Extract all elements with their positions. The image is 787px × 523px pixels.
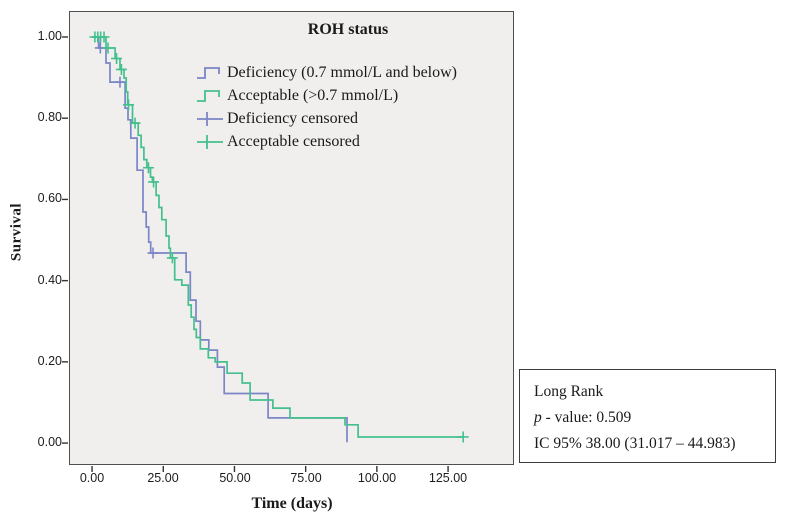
stats-p-value: p - value: 0.509 bbox=[534, 405, 775, 431]
y-tick-label: 0.80 bbox=[37, 110, 62, 124]
y-axis-label: Survival bbox=[8, 202, 25, 262]
x-tick-label: 100.00 bbox=[357, 471, 397, 485]
y-tick-label: 1.00 bbox=[37, 29, 62, 43]
y-tick-label: 0.60 bbox=[37, 191, 62, 205]
legend-item-acceptable-censored: Acceptable censored bbox=[196, 132, 360, 151]
stats-confidence-interval: IC 95% 38.00 (31.017 – 44.983) bbox=[534, 435, 736, 452]
step-line-acceptable-icon bbox=[197, 89, 220, 102]
stats-test-name: Long Rank bbox=[534, 383, 604, 400]
censor-plus-glyph bbox=[197, 111, 223, 126]
step-line-glyph bbox=[197, 89, 220, 102]
legend-title: ROH status bbox=[307, 21, 389, 38]
legend-item-label: Acceptable censored bbox=[227, 132, 360, 150]
stats-box: Long Rank p - value: 0.509 IC 95% 38.00 … bbox=[519, 369, 776, 463]
step-line-deficiency-icon bbox=[197, 66, 220, 79]
p-symbol: p bbox=[534, 409, 542, 426]
p-value-text: - value: 0.509 bbox=[541, 409, 632, 426]
x-axis-label: Time (days) bbox=[251, 495, 333, 512]
legend-item-acceptable: Acceptable (>0.7 mmol/L) bbox=[196, 86, 398, 105]
legend-item-label: Deficiency censored bbox=[227, 109, 359, 127]
x-tick-label: 0.00 bbox=[79, 471, 105, 485]
censor-plus-glyph bbox=[197, 134, 223, 149]
y-tick-label: 0.00 bbox=[37, 435, 62, 449]
legend-item-label: Deficiency (0.7 mmol/L and below) bbox=[227, 63, 457, 81]
y-tick-label: 0.40 bbox=[37, 273, 62, 287]
censor-plus-acceptable-icon bbox=[197, 134, 223, 149]
legend-item-label: Acceptable (>0.7 mmol/L) bbox=[227, 86, 399, 104]
censor-plus-deficiency-icon bbox=[197, 111, 223, 126]
x-tick-label: 50.00 bbox=[219, 471, 251, 485]
step-line-glyph bbox=[197, 66, 220, 79]
legend-item-deficiency-censored: Deficiency censored bbox=[196, 109, 358, 128]
x-tick-label: 25.00 bbox=[147, 471, 179, 485]
x-tick-label: 125.00 bbox=[428, 471, 468, 485]
y-tick-label: 0.20 bbox=[37, 354, 62, 368]
x-tick-label: 75.00 bbox=[290, 471, 322, 485]
legend-item-deficiency: Deficiency (0.7 mmol/L and below) bbox=[196, 63, 457, 82]
